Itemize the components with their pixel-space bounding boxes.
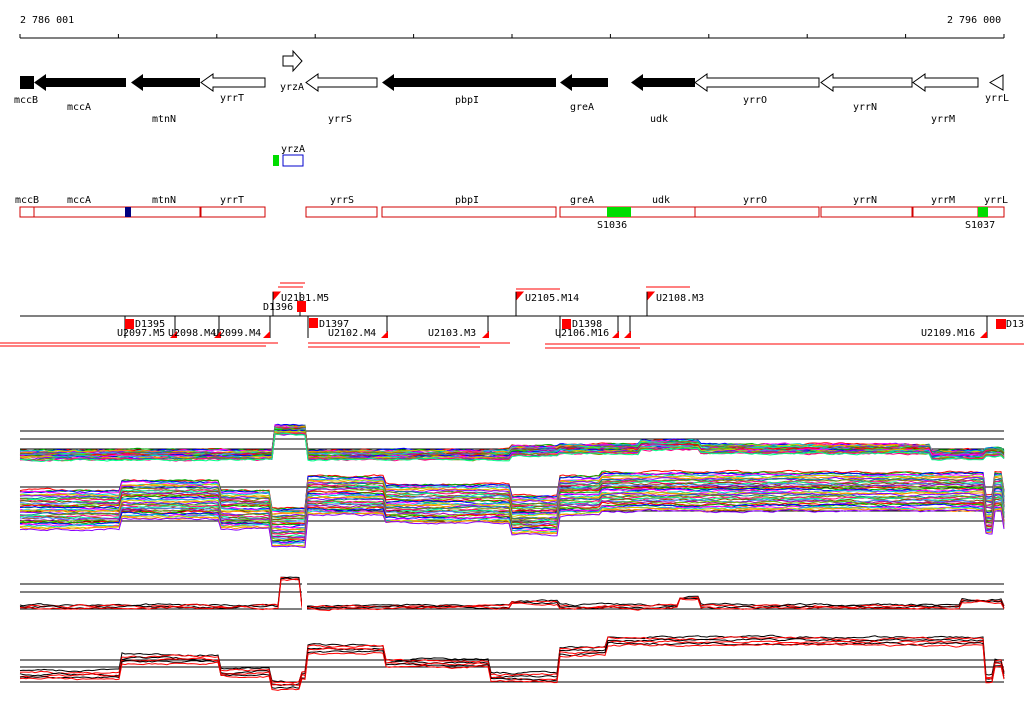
region-marker-label-S1036: S1036 — [597, 220, 627, 231]
gene-arrow-mtnN[interactable] — [131, 74, 200, 91]
region-label-pbpI: pbpI — [455, 195, 479, 206]
region-box-yrrS[interactable] — [305, 206, 378, 218]
gene-label-yrrN: yrrN — [853, 102, 877, 113]
region-track: mccB mccA mtnN yrrT yrrS pbpI greA udk y… — [15, 195, 1008, 231]
region-box-mccA[interactable] — [33, 206, 127, 218]
region-label-yrrT: yrrT — [220, 195, 244, 206]
probe-label-D1395[interactable]: D1395 — [135, 319, 165, 330]
gene-arrow-mccB[interactable] — [20, 76, 34, 89]
gene-label-mccA: mccA — [67, 102, 91, 113]
region-label-udk: udk — [652, 195, 670, 206]
region-box-yrrO[interactable] — [694, 206, 820, 218]
gene-arrow-yrzA[interactable] — [282, 49, 303, 73]
gene-arrow-yrrM[interactable] — [912, 73, 979, 92]
ruler-end-label: 2 796 000 — [947, 15, 1001, 26]
probe-label-U2109-M16[interactable]: U2109.M16 — [921, 328, 975, 339]
expression-tracks-multicolor — [19, 423, 1005, 548]
gene-label-pbpI: pbpI — [455, 95, 479, 106]
probe-label-U2108-M3[interactable]: U2108.M3 — [656, 293, 704, 304]
gene-label-yrrS: yrrS — [328, 114, 352, 125]
region-marker-label-S1037: S1037 — [965, 220, 995, 231]
region-label-yrrM: yrrM — [931, 195, 955, 206]
gene-label-mtnN: mtnN — [152, 114, 176, 125]
small-feature-track: yrzA — [273, 144, 305, 167]
expression-tracks-summary — [19, 575, 1005, 691]
probe-label-U2098-M4[interactable]: U2098.M4 — [168, 328, 216, 339]
gene-label-yrrL: yrrL — [985, 93, 1009, 104]
region-box-pbpI[interactable] — [381, 206, 557, 218]
probe-track: U2101.M5 D1396 U2105.M14 U2108.M3 D1395 … — [0, 282, 1024, 349]
coordinate-ruler: 2 786 001 2 796 000 — [19, 15, 1005, 39]
region-label-yrrL: yrrL — [984, 195, 1008, 206]
gene-arrow-yrrT[interactable] — [200, 73, 266, 92]
probe-label-U2101-M5[interactable]: U2101.M5 — [281, 293, 329, 304]
gene-label-yrrM: yrrM — [931, 114, 955, 125]
small-feature-box[interactable] — [282, 154, 304, 167]
region-marker-navy[interactable] — [125, 207, 131, 217]
probe-label-D1396[interactable]: D1396 — [263, 302, 293, 313]
gene-arrow-greA[interactable] — [560, 74, 608, 91]
probe-label-D1399[interactable]: D1399 — [1006, 319, 1024, 330]
probe-label-U2099-M4[interactable]: U2099.M4 — [213, 328, 261, 339]
gene-label-yrrO: yrrO — [743, 95, 767, 106]
region-box-mccB[interactable] — [19, 206, 35, 218]
probe-label-U2103-M3[interactable]: U2103.M3 — [428, 328, 476, 339]
gene-arrow-udk[interactable] — [631, 74, 695, 91]
gene-track: mccB mccA mtnN yrrT yrzA yrrS pbpI greA … — [14, 49, 1009, 125]
gene-arrow-pbpI[interactable] — [382, 74, 556, 91]
probe-label-U2097-M5[interactable]: U2097.M5 — [117, 328, 165, 339]
region-box-yrrT[interactable] — [200, 206, 266, 218]
region-label-yrrO: yrrO — [743, 195, 767, 206]
probe-label-D1398[interactable]: D1398 — [572, 319, 602, 330]
region-box-mtnN[interactable] — [125, 206, 201, 218]
region-label-greA: greA — [570, 195, 594, 206]
region-label-yrrS: yrrS — [330, 195, 354, 206]
probe-label-U2102-M4[interactable]: U2102.M4 — [328, 328, 376, 339]
gene-label-yrzA: yrzA — [280, 82, 304, 93]
small-feature-green-marker[interactable] — [273, 155, 279, 166]
small-feature-label: yrzA — [281, 144, 305, 155]
region-label-yrrN: yrrN — [853, 195, 877, 206]
probe-label-U2105-M14[interactable]: U2105.M14 — [525, 293, 579, 304]
region-label-mccA: mccA — [67, 195, 91, 206]
gene-label-yrrT: yrrT — [220, 93, 244, 104]
region-label-mtnN: mtnN — [152, 195, 176, 206]
region-label-mccB: mccB — [15, 195, 39, 206]
gene-arrow-yrrS[interactable] — [305, 73, 378, 92]
ruler-start-label: 2 786 001 — [20, 15, 74, 26]
region-marker-S1036[interactable] — [607, 207, 631, 217]
gene-label-udk: udk — [650, 114, 668, 125]
gene-arrow-yrrN[interactable] — [820, 73, 913, 92]
region-marker-S1037[interactable] — [978, 207, 988, 217]
region-box-greA[interactable] — [559, 206, 609, 218]
gene-arrow-mccA[interactable] — [34, 74, 126, 91]
region-box-yrrN[interactable] — [820, 206, 913, 218]
gene-arrow-yrrL[interactable] — [988, 74, 1004, 91]
probe-label-U2106-M16[interactable]: U2106.M16 — [555, 328, 609, 339]
region-box-yrrM[interactable] — [912, 206, 979, 218]
probe-label-D1397[interactable]: D1397 — [319, 319, 349, 330]
gene-label-mccB: mccB — [14, 95, 38, 106]
gene-arrow-yrrO[interactable] — [694, 73, 820, 92]
gene-label-greA: greA — [570, 102, 594, 113]
